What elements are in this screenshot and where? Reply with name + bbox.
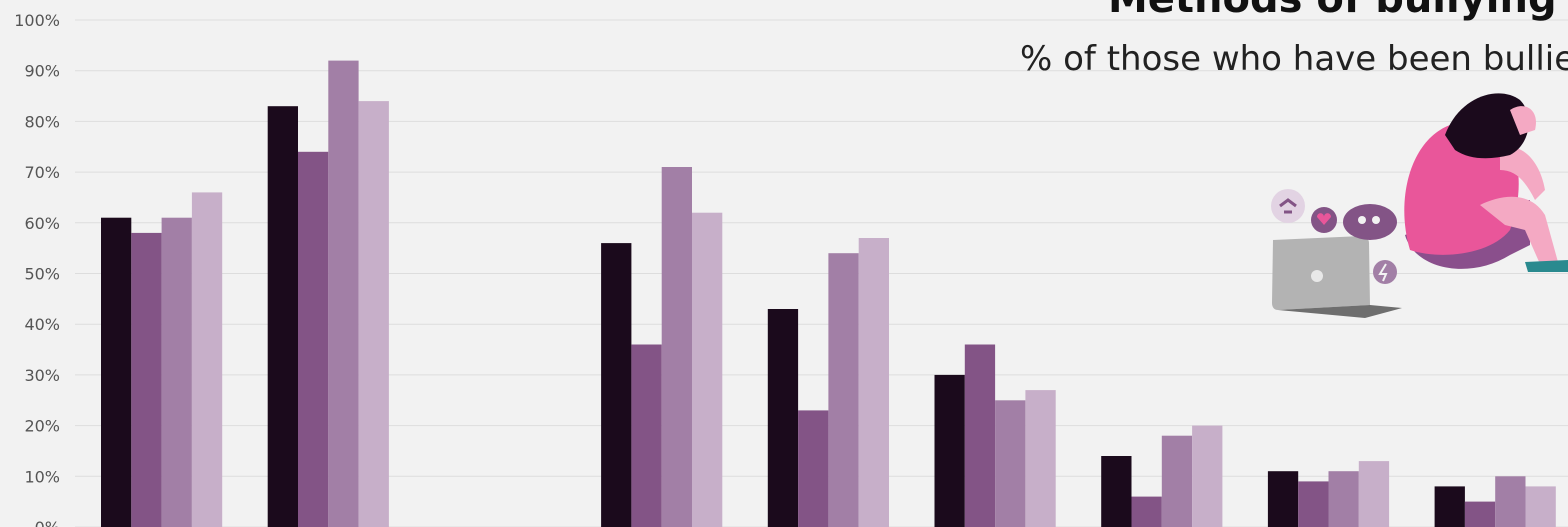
y-tick-label: 80% bbox=[24, 112, 60, 131]
arm bbox=[1500, 147, 1545, 200]
y-tick-label: 60% bbox=[24, 214, 60, 233]
chart-title: Methods of bullying bbox=[1108, 0, 1557, 22]
shoe bbox=[1525, 260, 1568, 272]
bar bbox=[1434, 486, 1465, 527]
bar bbox=[767, 309, 799, 527]
legs bbox=[1480, 196, 1558, 264]
y-tick-label: 30% bbox=[24, 366, 60, 385]
y-tick-label: 0% bbox=[35, 518, 60, 527]
bar bbox=[601, 243, 632, 527]
bar bbox=[1267, 471, 1299, 527]
bar bbox=[1192, 425, 1223, 527]
bar bbox=[1358, 461, 1390, 527]
bar bbox=[161, 217, 192, 527]
bar bbox=[328, 60, 359, 527]
bar bbox=[631, 344, 662, 527]
bar bbox=[1101, 456, 1132, 527]
bar bbox=[1131, 496, 1162, 527]
bar bbox=[1298, 481, 1329, 527]
chart-subtitle: % of those who have been bullied bbox=[1020, 39, 1568, 79]
bar bbox=[995, 400, 1026, 527]
bar bbox=[798, 410, 829, 527]
y-tick-label: 90% bbox=[24, 62, 60, 81]
y-tick-label: 50% bbox=[24, 265, 60, 284]
sad-person-with-laptop-illustration bbox=[1271, 93, 1568, 318]
laptop-logo bbox=[1311, 270, 1323, 282]
angry-eyes-icon bbox=[1343, 204, 1397, 240]
bar bbox=[101, 217, 132, 527]
bar bbox=[1525, 486, 1556, 527]
y-tick-label: 40% bbox=[24, 315, 60, 334]
bar bbox=[828, 253, 859, 527]
bar bbox=[298, 151, 329, 527]
bar bbox=[131, 232, 162, 527]
broken-heart-icon bbox=[1311, 207, 1337, 233]
bar bbox=[1495, 476, 1526, 527]
bar bbox=[267, 106, 298, 527]
bar bbox=[964, 344, 996, 527]
lightning-icon bbox=[1373, 260, 1397, 284]
y-axis-ticks: 0% 10% 20% 30% 40% 50% 60% 70% 80% 90% 100% bbox=[14, 11, 60, 527]
y-tick-label: 70% bbox=[24, 163, 60, 182]
bar bbox=[858, 238, 889, 527]
hair bbox=[1445, 93, 1529, 159]
bar bbox=[191, 192, 223, 527]
bar bbox=[358, 101, 389, 527]
bars bbox=[101, 60, 1556, 527]
bar bbox=[1025, 390, 1056, 527]
y-tick-label: 10% bbox=[24, 467, 60, 486]
y-tick-label: 100% bbox=[14, 11, 60, 30]
hand bbox=[1510, 106, 1536, 135]
bar bbox=[1464, 501, 1496, 527]
bar bbox=[661, 167, 692, 527]
bar bbox=[1161, 435, 1193, 527]
bar bbox=[934, 374, 965, 527]
bar bbox=[692, 212, 723, 527]
bar bbox=[1328, 471, 1359, 527]
y-tick-label: 20% bbox=[24, 417, 60, 436]
angry-face-icon bbox=[1271, 189, 1305, 223]
laptop-base bbox=[1278, 305, 1402, 318]
